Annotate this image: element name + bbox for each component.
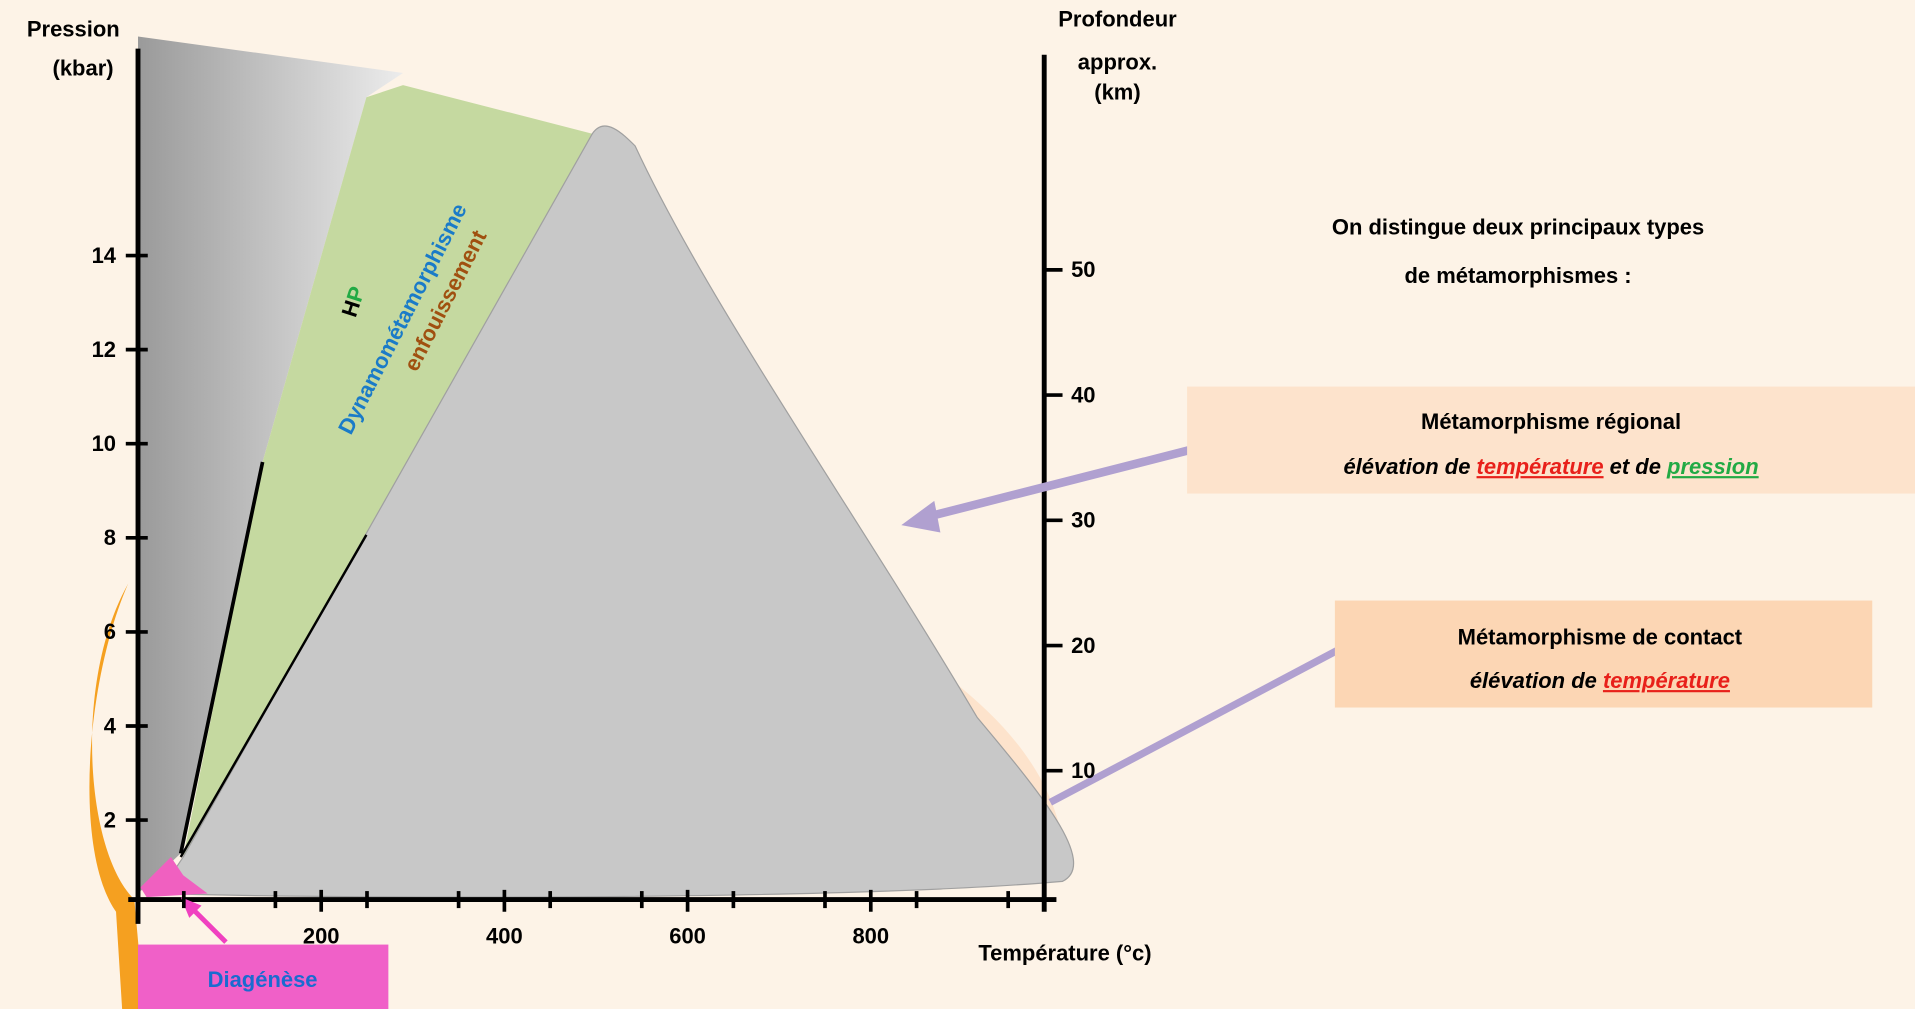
green-wedge (183, 85, 593, 858)
tick-label: 12 (92, 337, 116, 362)
axis-label: approx. (1078, 49, 1157, 74)
axis-label: (km) (1094, 80, 1140, 105)
tick-label: 200 (303, 923, 340, 948)
tick-label: 50 (1071, 257, 1095, 282)
axis-label: Pression (27, 17, 120, 42)
tick-label: 10 (1071, 758, 1095, 783)
axis-label: Profondeur (1058, 7, 1177, 32)
diagenese-label: Diagénèse (208, 967, 318, 992)
tick-label: 600 (669, 923, 706, 948)
regional-title: Métamorphisme régional (1421, 409, 1681, 434)
boundary-line (178, 461, 265, 854)
tick-label: 14 (92, 243, 117, 268)
tick-label: 4 (104, 713, 117, 738)
contact-title: Métamorphisme de contact (1458, 624, 1743, 649)
tick-label: 400 (486, 923, 523, 948)
tick-label: 20 (1071, 633, 1095, 658)
axis-label: (kbar) (53, 55, 114, 80)
tick-label: 30 (1071, 508, 1095, 533)
contact-arrow (1048, 647, 1340, 806)
regional-zone (157, 125, 1075, 898)
orange-arc (89, 583, 145, 1009)
tick-label: 2 (104, 807, 116, 832)
intro-text: On distingue deux principaux types (1332, 215, 1704, 240)
tick-label: 40 (1071, 382, 1095, 407)
tick-label: 8 (104, 525, 116, 550)
arrowhead (180, 897, 202, 918)
regional-arrow (927, 445, 1192, 521)
regional-box (1187, 386, 1915, 494)
regional-desc: élévation de température et de pression (1343, 454, 1758, 479)
gray-wedge (138, 36, 404, 894)
tick-label: 10 (92, 431, 116, 456)
tick-label: 800 (852, 923, 889, 948)
diagenese-zone (140, 857, 208, 898)
arrowhead (901, 500, 941, 533)
contact-desc: élévation de température (1470, 668, 1730, 693)
tick-label: 6 (104, 619, 116, 644)
contact-box (1334, 600, 1873, 708)
boundary-line (179, 534, 368, 858)
diagenese-box (138, 944, 389, 1009)
intro-text: de métamorphismes : (1405, 263, 1632, 288)
axis-label: Température (°c) (978, 940, 1151, 965)
